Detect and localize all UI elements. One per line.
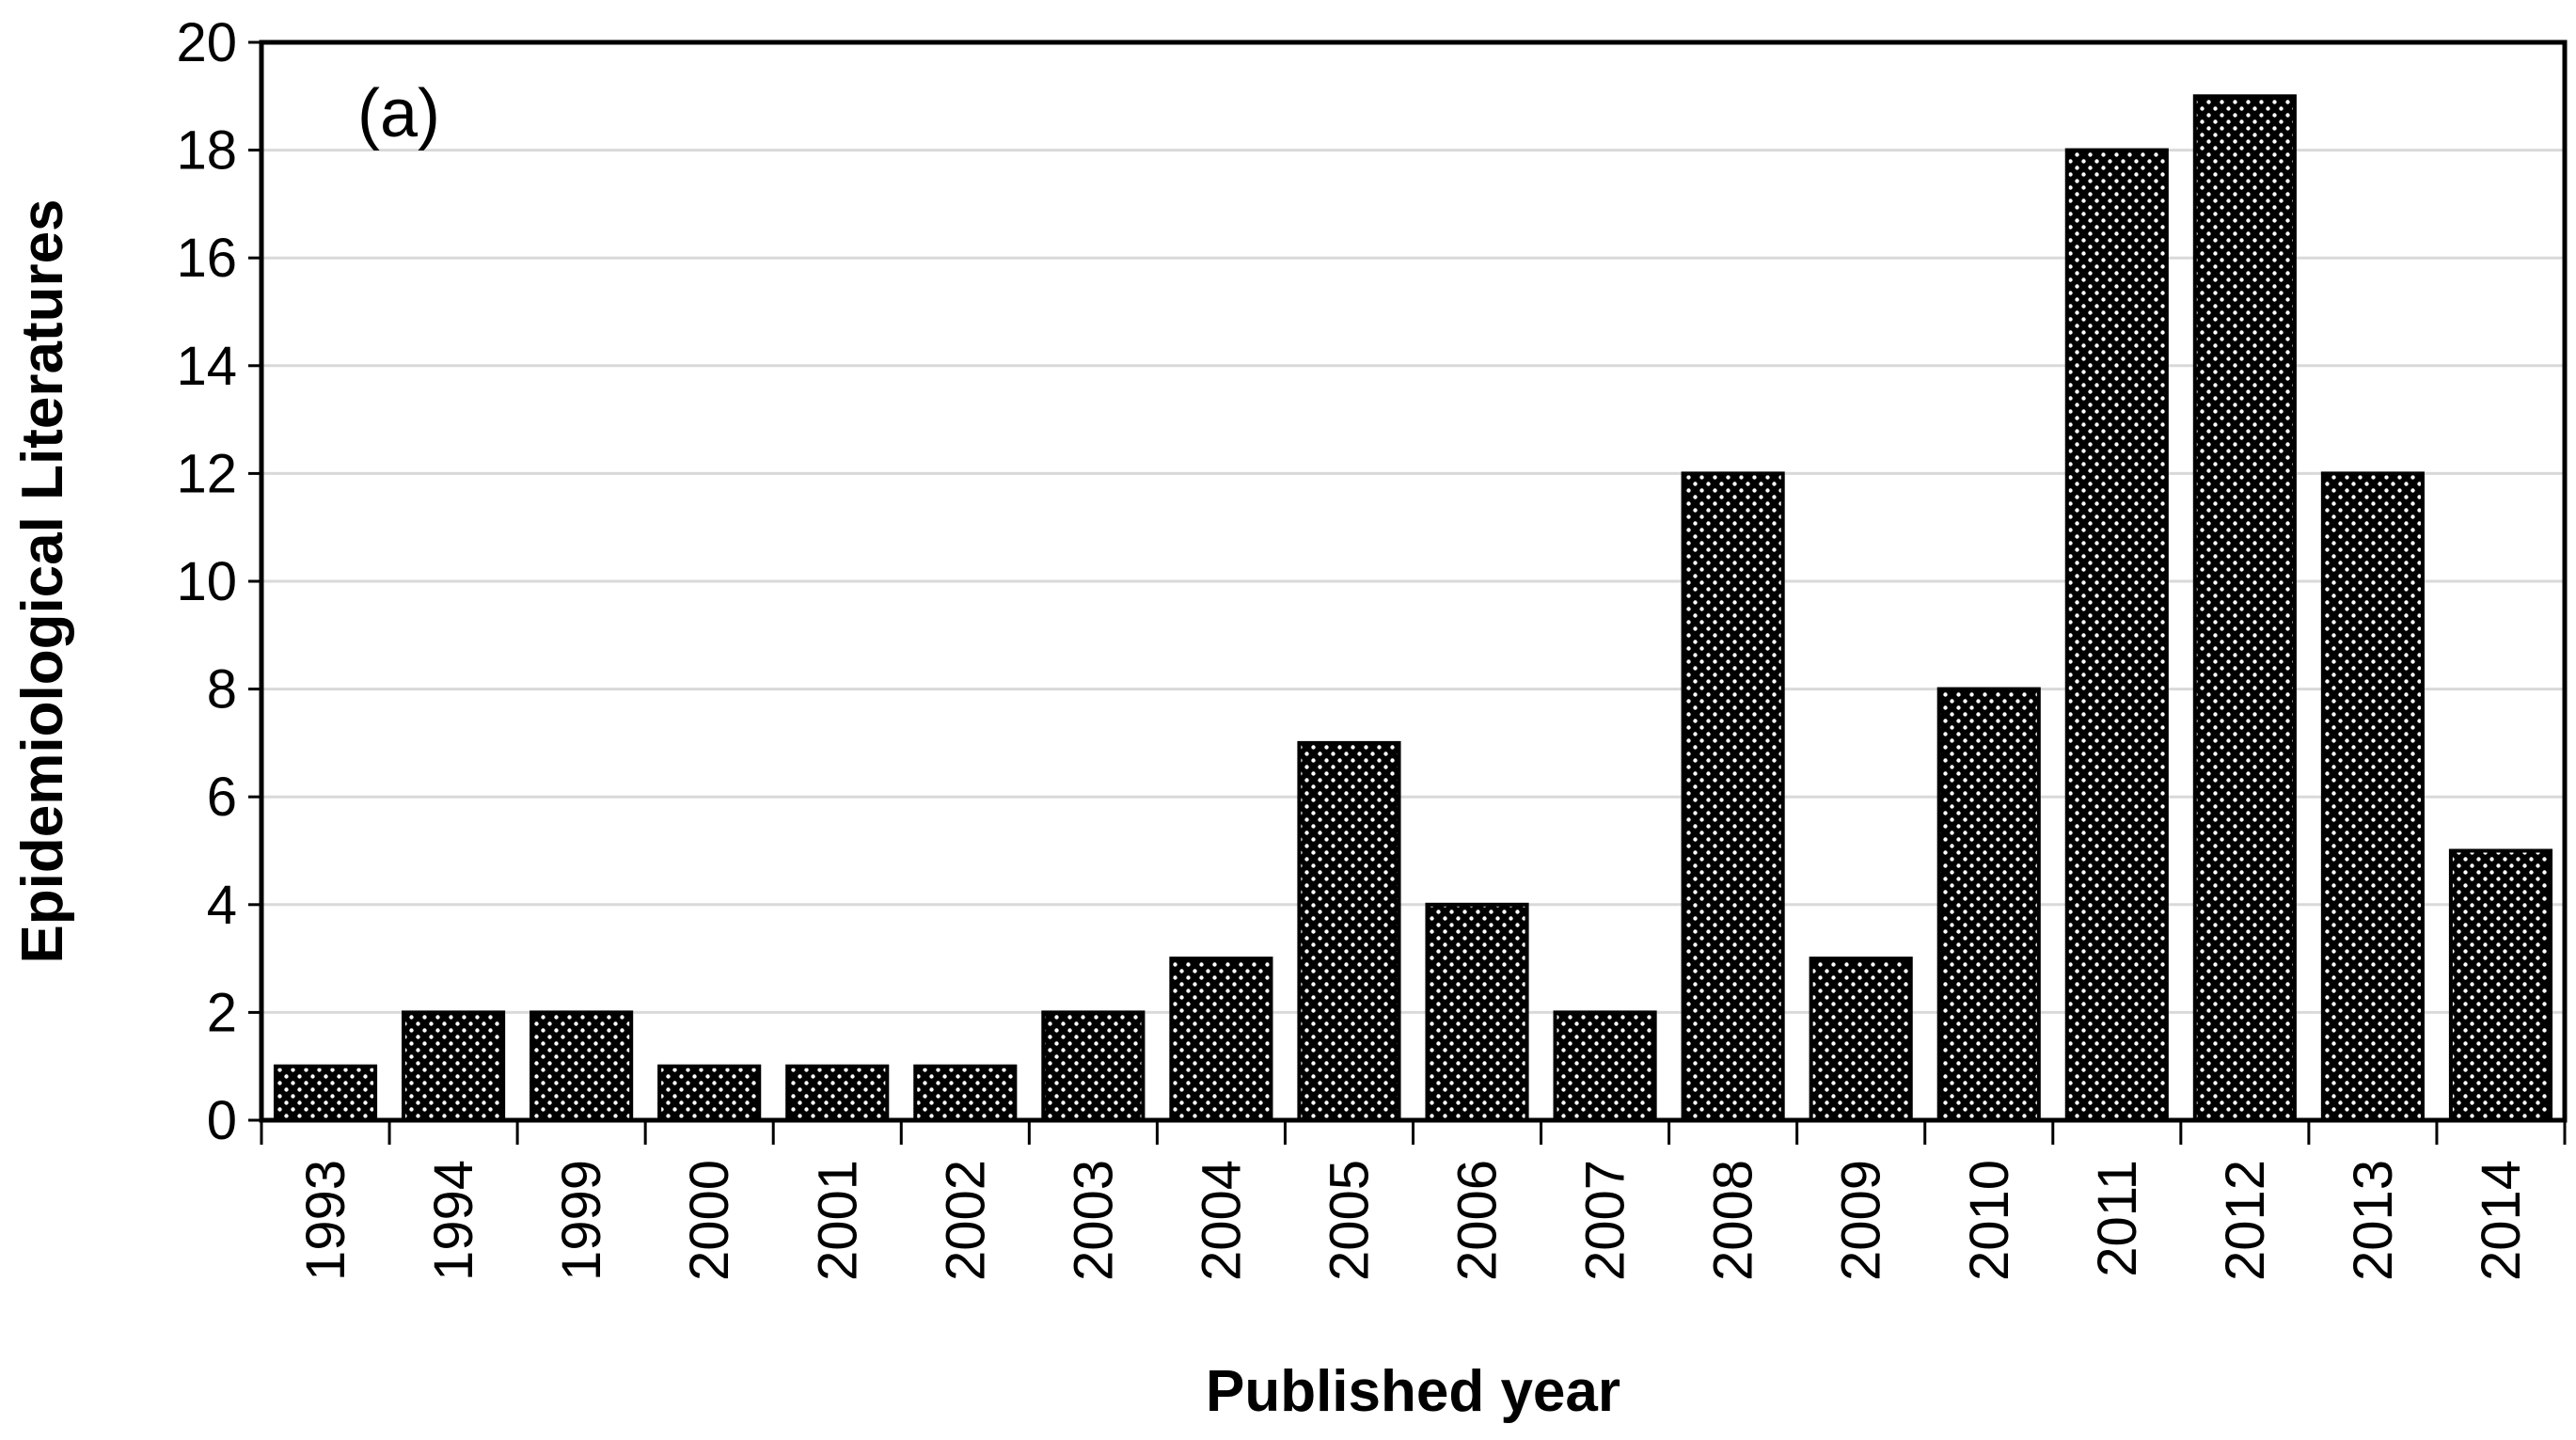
axes <box>248 40 2567 1145</box>
bar-2010 <box>1936 687 2041 1122</box>
bars <box>273 94 2553 1123</box>
bar-1993 <box>273 1064 378 1122</box>
y-tick-label: 14 <box>176 336 237 397</box>
x-tick-label: 2012 <box>2215 1160 2276 1281</box>
x-tick-label: 2001 <box>807 1160 868 1281</box>
bar-2012 <box>2192 94 2297 1122</box>
bar-2009 <box>1809 957 1913 1122</box>
y-tick-label: 12 <box>176 443 237 504</box>
bar-2008 <box>1681 471 1785 1122</box>
x-tick-label: 2009 <box>1831 1160 1892 1281</box>
bar-2001 <box>785 1064 890 1122</box>
y-tick-label: 2 <box>207 982 237 1043</box>
y-tick-label: 4 <box>207 875 237 936</box>
y-tick-label: 0 <box>207 1090 237 1151</box>
bar-2005 <box>1297 740 1401 1123</box>
bar-2014 <box>2448 848 2553 1122</box>
bar-1999 <box>529 1010 634 1123</box>
x-tick-label: 1999 <box>551 1160 612 1281</box>
y-tick-label: 6 <box>207 767 237 828</box>
x-tick-label: 2004 <box>1191 1160 1252 1281</box>
y-tick-label: 20 <box>176 12 237 73</box>
x-tick-label: 2007 <box>1575 1160 1636 1281</box>
y-tick-label: 8 <box>207 659 237 720</box>
x-tick-label: 2010 <box>1959 1160 2020 1281</box>
bar-2003 <box>1041 1010 1146 1123</box>
bar-2002 <box>913 1064 1018 1122</box>
x-tick-label: 2013 <box>2343 1160 2404 1281</box>
x-tick-label: 1994 <box>423 1160 484 1281</box>
x-axis-title: Published year <box>1206 1359 1620 1424</box>
tick-labels: 0 2 4 6 8 10 12 14 16 18 20 1993 1994 1999 2000 2001 200… <box>176 12 2531 1281</box>
panel-label: (a) <box>357 76 440 151</box>
x-tick-label: 2005 <box>1319 1160 1380 1281</box>
bar-2013 <box>2320 471 2425 1122</box>
gridlines <box>261 149 2565 1014</box>
x-tick-label: 1993 <box>295 1160 356 1281</box>
y-tick-label: 10 <box>176 551 237 612</box>
y-tick-label: 16 <box>176 228 237 289</box>
x-tick-label: 2000 <box>679 1160 740 1281</box>
bar-2011 <box>2064 148 2169 1123</box>
x-tick-label: 2006 <box>1447 1160 1509 1281</box>
bar-2007 <box>1553 1010 1657 1123</box>
y-tick-label: 18 <box>176 120 237 182</box>
x-tick-label: 2011 <box>2087 1160 2148 1277</box>
bar-2006 <box>1425 902 1529 1122</box>
x-tick-label: 2014 <box>2471 1160 2532 1281</box>
x-tick-label: 2008 <box>1703 1160 1764 1281</box>
bar-2004 <box>1169 957 1273 1122</box>
x-tick-label: 2003 <box>1063 1160 1124 1281</box>
bar-1994 <box>402 1010 506 1123</box>
x-tick-label: 2002 <box>935 1160 996 1281</box>
bar-2000 <box>657 1064 762 1122</box>
y-axis-title: Epidemiological Literatures <box>10 198 75 963</box>
